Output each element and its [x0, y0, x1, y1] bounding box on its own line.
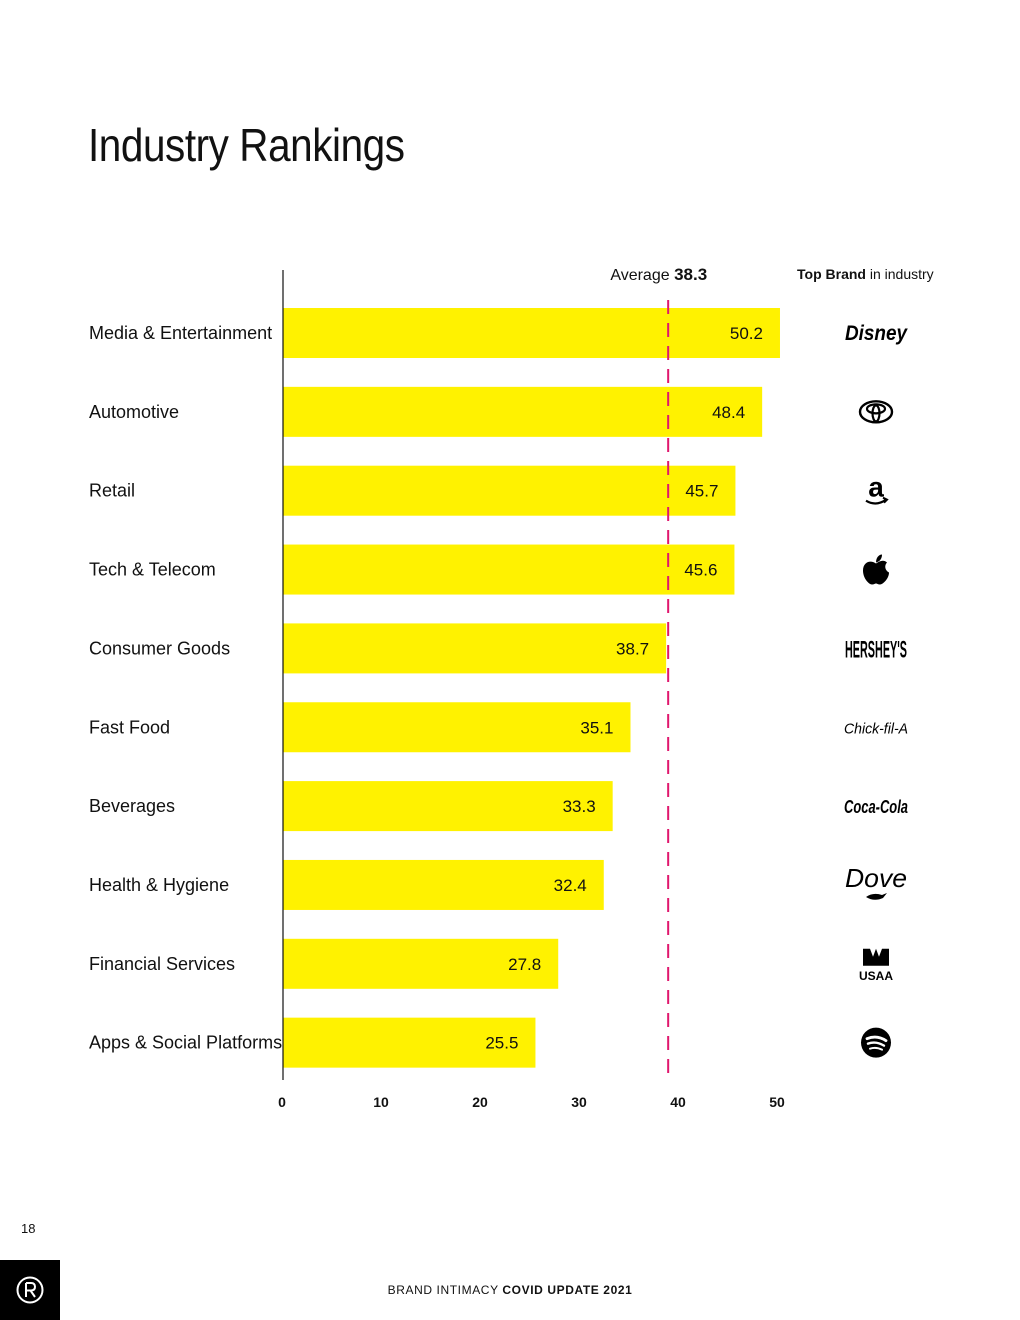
footer: BRAND INTIMACY COVID UPDATE 2021 — [0, 1283, 1020, 1297]
brand-name: Coca-Cola — [844, 797, 908, 817]
category-labels-group: Media & Entertainment Automotive Retail Tec… — [89, 323, 282, 1053]
apple-body — [863, 560, 889, 585]
bar-8 — [283, 938, 559, 989]
spotify-wave-3 — [869, 1046, 883, 1051]
coca-cola-logo: Coca-Cola — [844, 797, 908, 817]
value-label: 45.7 — [685, 482, 718, 501]
dove-bird — [866, 892, 887, 900]
footer-covid-update: COVID UPDATE 2021 — [502, 1283, 633, 1297]
bar-5 — [283, 702, 631, 753]
brand-name: a — [868, 472, 884, 503]
brand-logos-group: Disney a HERSHEY'S Chick-fil-A Coca-Cola Dove… — [844, 322, 908, 1058]
value-labels-group: 50.2 48.4 45.7 45.6 38.7 35.1 33.3 32.4 27.8 25.5 — [485, 324, 763, 1053]
page-number: 18 — [21, 1221, 36, 1236]
value-label: 25.5 — [485, 1034, 518, 1053]
toyota-center-ring — [871, 404, 881, 423]
spotify-wave-2 — [866, 1041, 886, 1047]
average-value: 38.3 — [674, 265, 707, 284]
x-tick-label: 10 — [373, 1094, 389, 1110]
bar-6 — [283, 781, 613, 832]
disney-logo: Disney — [845, 322, 908, 345]
brand-name: Chick-fil-A — [844, 720, 908, 737]
top-brand-rest: in industry — [870, 266, 934, 282]
average-group: Average 38.3 — [610, 265, 707, 1080]
category-label: Health & Hygiene — [89, 875, 229, 895]
page-title: Industry Rankings — [88, 119, 405, 171]
category-label: Apps & Social Platforms — [89, 1033, 282, 1053]
toyota-logo — [858, 400, 894, 424]
bar-9 — [283, 1017, 536, 1068]
category-label: Automotive — [89, 402, 179, 422]
brand-name: Disney — [845, 322, 908, 345]
value-label: 27.8 — [508, 955, 541, 974]
tick-labels-group: 0 10 20 30 40 50 — [278, 1094, 785, 1110]
amazon-smile — [865, 498, 887, 505]
category-label: Tech & Telecom — [89, 560, 216, 580]
spotify-wave-1 — [865, 1035, 888, 1043]
average-label: Average 38.3 — [610, 265, 707, 284]
category-label: Financial Services — [89, 954, 235, 974]
x-tick-label: 50 — [769, 1094, 785, 1110]
category-label: Media & Entertainment — [89, 323, 272, 343]
spotify-logo — [861, 1027, 891, 1058]
top-brand-header-group: Top Brand in industry — [797, 266, 934, 282]
bar-4 — [283, 623, 667, 674]
x-tick-label: 40 — [670, 1094, 686, 1110]
usaa-eagle — [863, 948, 889, 966]
category-label: Fast Food — [89, 717, 170, 737]
average-word: Average — [610, 267, 674, 284]
brand-name: HERSHEY'S — [845, 636, 907, 663]
bar-1 — [283, 386, 763, 437]
top-brand-bold: Top Brand — [797, 266, 870, 282]
corner-badge — [0, 1260, 60, 1320]
value-label: 45.6 — [684, 561, 717, 580]
apple-logo — [863, 554, 889, 585]
usaa-logo: USAA — [859, 948, 893, 983]
value-label: 50.2 — [730, 324, 763, 343]
dove-logo: Dove — [845, 863, 907, 900]
amazon-arrow — [882, 496, 889, 504]
value-label: 35.1 — [580, 718, 613, 737]
x-tick-label: 0 — [278, 1094, 286, 1110]
category-label: Beverages — [89, 796, 175, 816]
top-brand-header: Top Brand in industry — [797, 266, 934, 282]
bar-2 — [283, 465, 736, 516]
x-tick-label: 20 — [472, 1094, 488, 1110]
category-label: Consumer Goods — [89, 638, 230, 658]
industry-rankings-chart: Average 38.3 Media & Entertainment Automo… — [89, 265, 934, 1110]
bar-3 — [283, 544, 735, 595]
value-label: 32.4 — [554, 876, 587, 895]
footer-brand-intimacy: BRAND INTIMACY — [387, 1283, 499, 1297]
value-label: 48.4 — [712, 403, 745, 422]
x-tick-label: 30 — [571, 1094, 587, 1110]
bar-7 — [283, 859, 604, 910]
category-label: Retail — [89, 481, 135, 501]
bars-group — [283, 308, 780, 1068]
chick-fil-a-logo: Chick-fil-A — [844, 720, 908, 737]
brand-name: USAA — [859, 969, 893, 983]
value-label: 38.7 — [616, 639, 649, 658]
value-label: 33.3 — [563, 797, 596, 816]
registered-r-icon — [16, 1276, 44, 1304]
apple-leaf — [876, 554, 882, 563]
amazon-logo: a — [865, 472, 889, 505]
hersheys-logo: HERSHEY'S — [845, 636, 907, 663]
brand-name: Dove — [845, 863, 907, 893]
bar-0 — [283, 308, 780, 358]
